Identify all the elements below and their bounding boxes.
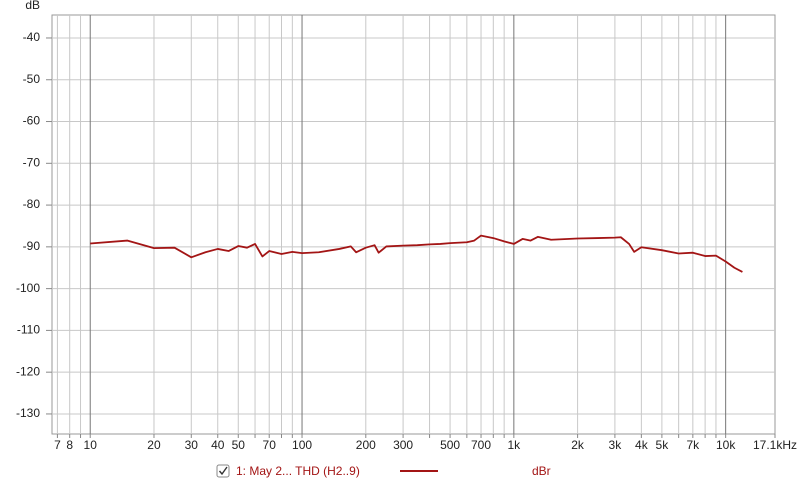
y-tick-label: -50 <box>23 72 41 86</box>
y-tick-label: -70 <box>23 155 41 169</box>
x-tick-label: 50 <box>232 438 246 452</box>
x-tick-label: 500 <box>440 438 460 452</box>
x-tick-label: 300 <box>393 438 413 452</box>
x-tick-label: 7 <box>54 438 61 452</box>
legend-unit: dBr <box>532 464 551 478</box>
x-tick-label: 10 <box>84 438 98 452</box>
x-tick-label: 10k <box>716 438 736 452</box>
x-tick-label: 5k <box>656 438 670 452</box>
x-tick-label: 30 <box>185 438 199 452</box>
x-tick-label: 7k <box>686 438 700 452</box>
y-tick-label: -110 <box>17 323 40 337</box>
x-tick-label: 70 <box>263 438 277 452</box>
plot-area <box>51 14 776 435</box>
x-tick-label: 4k <box>635 438 649 452</box>
x-tick-label: 40 <box>211 438 225 452</box>
x-tick-label: 1k <box>507 438 521 452</box>
x-tick-label: 3k <box>609 438 623 452</box>
x-tick-label: 100 <box>292 438 312 452</box>
x-tick-label: 17.1kHz <box>753 438 797 452</box>
x-tick-label: 20 <box>147 438 161 452</box>
x-tick-label: 2k <box>571 438 585 452</box>
x-tick-label: 200 <box>356 438 376 452</box>
legend-label: 1: May 2... THD (H2..9) <box>236 464 360 478</box>
y-tick-label: -130 <box>16 406 40 420</box>
y-tick-label: -60 <box>23 114 41 128</box>
legend-checkbox[interactable] <box>216 464 230 478</box>
y-tick-label: -100 <box>16 281 40 295</box>
y-tick-label: -120 <box>16 364 40 378</box>
checkbox-check <box>218 466 228 476</box>
data-line <box>90 234 743 273</box>
y-tick-label: -40 <box>23 30 41 44</box>
x-tick-label: 8 <box>66 438 73 452</box>
y-axis-label: dB <box>25 0 40 12</box>
y-tick-label: -80 <box>23 197 41 211</box>
x-tick-label: 700 <box>471 438 491 452</box>
y-tick-label: -90 <box>23 239 41 253</box>
